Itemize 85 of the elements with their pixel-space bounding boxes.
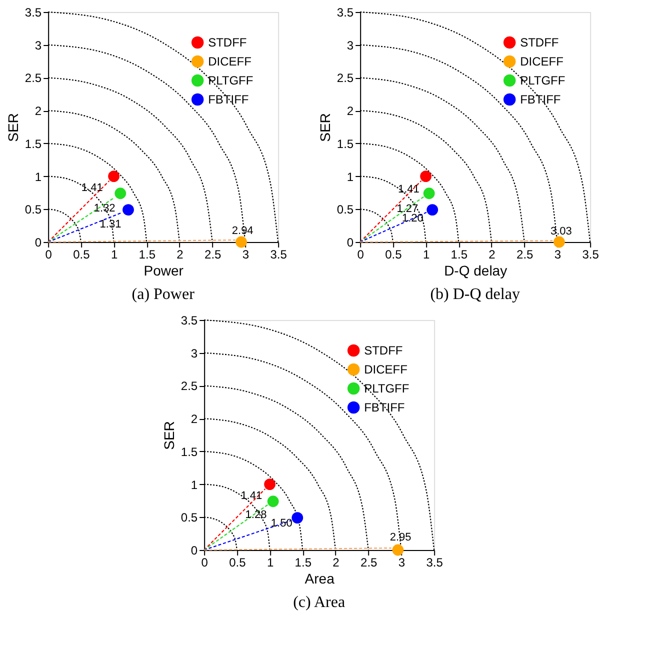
- legend-label: STDFF: [364, 344, 403, 358]
- x-tick-label: 1: [110, 248, 118, 262]
- point: [423, 188, 435, 200]
- y-tick-label: 3.5: [180, 314, 198, 328]
- y-tick-label: 0.5: [24, 202, 42, 217]
- y-tick-label: 3: [346, 38, 354, 52]
- y-tick-label: 3.5: [24, 6, 42, 20]
- y-tick-label: 0: [346, 236, 354, 250]
- x-axis-title: D-Q delay: [444, 262, 508, 278]
- x-tick-label: 2.5: [204, 248, 222, 262]
- annotation: 3.03: [550, 225, 572, 238]
- legend-label: STDFF: [520, 36, 559, 50]
- x-tick-label: 1.5: [450, 248, 468, 262]
- point: [236, 236, 247, 248]
- point: [292, 512, 304, 524]
- y-tick-label: 2: [34, 104, 42, 118]
- x-tick-label: 1: [422, 248, 430, 262]
- point: [420, 170, 432, 182]
- point: [267, 496, 279, 508]
- x-tick-label: 0: [45, 248, 52, 262]
- y-axis-title: SER: [4, 113, 21, 142]
- y-axis-title: SER: [316, 113, 333, 142]
- point: [108, 170, 120, 182]
- legend-label: FBTIFF: [208, 92, 249, 106]
- x-tick-label: 1.5: [138, 248, 156, 262]
- x-tick-label: 2.5: [516, 248, 534, 262]
- point: [114, 188, 126, 200]
- point: [122, 204, 134, 216]
- y-tick-label: 1.5: [24, 136, 42, 151]
- y-tick-label: 1: [190, 478, 198, 492]
- y-axis-title: SER: [160, 421, 177, 450]
- y-tick-label: 3: [34, 38, 42, 52]
- x-tick-label: 3: [242, 248, 250, 262]
- y-tick-label: 2: [190, 412, 198, 426]
- annotation: 2.95: [390, 532, 412, 544]
- legend-label: FBTIFF: [520, 92, 561, 106]
- x-tick-label: 1: [266, 556, 274, 570]
- point: [553, 236, 565, 248]
- legend-label: DICEFF: [520, 54, 564, 68]
- y-tick-label: 3.5: [336, 6, 354, 20]
- x-tick-label: 3.5: [582, 248, 600, 262]
- x-tick-label: 0: [357, 248, 364, 262]
- y-tick-label: 0: [190, 544, 198, 558]
- annotation: 1.28: [245, 509, 267, 522]
- x-tick-label: 0.5: [229, 556, 246, 570]
- y-tick-label: 2: [346, 104, 354, 118]
- text: (b) D-Q delay: [430, 286, 520, 303]
- annotation: 2.94: [232, 224, 254, 237]
- y-tick-label: 0: [34, 236, 42, 250]
- x-tick-label: 0.5: [73, 248, 90, 262]
- y-tick-label: 1: [34, 170, 42, 184]
- legend-label: DICEFF: [364, 362, 408, 376]
- x-tick-label: 3: [398, 556, 406, 570]
- annotation: 1.31: [100, 218, 122, 230]
- x-tick-label: 3.5: [426, 556, 444, 570]
- y-tick-label: 0.5: [336, 202, 354, 217]
- x-axis-title: Area: [304, 570, 335, 586]
- point: [264, 478, 276, 490]
- text: (a) Power: [132, 286, 196, 303]
- legend-label: PLTGFF: [208, 74, 254, 88]
- x-tick-label: 2.5: [360, 556, 378, 570]
- legend-label: FBTIFF: [364, 400, 405, 414]
- legend-label: PLTGFF: [364, 382, 410, 396]
- point: [426, 204, 438, 216]
- x-tick-label: 0.5: [385, 248, 402, 262]
- x-tick-label: 0: [201, 556, 208, 570]
- legend-label: STDFF: [208, 36, 247, 50]
- y-tick-label: 1.5: [336, 136, 354, 151]
- y-tick-label: 0.5: [180, 510, 198, 525]
- y-tick-label: 2.5: [180, 379, 198, 394]
- text: (c) Area: [293, 594, 346, 611]
- y-tick-label: 1: [346, 170, 354, 184]
- x-tick-label: 2: [488, 248, 496, 262]
- x-tick-label: 3.5: [270, 248, 288, 262]
- point: [392, 544, 404, 556]
- y-tick-label: 1.5: [180, 444, 198, 459]
- x-tick-label: 3: [554, 248, 562, 262]
- y-tick-label: 2.5: [336, 71, 354, 86]
- y-tick-label: 2.5: [24, 71, 42, 86]
- legend-label: DICEFF: [208, 54, 252, 68]
- x-tick-label: 1.5: [294, 556, 312, 570]
- annotation: 1.41: [240, 490, 262, 502]
- y-tick-label: 3: [190, 346, 198, 360]
- x-axis-title: Power: [144, 262, 184, 278]
- legend-label: PLTGFF: [520, 74, 566, 88]
